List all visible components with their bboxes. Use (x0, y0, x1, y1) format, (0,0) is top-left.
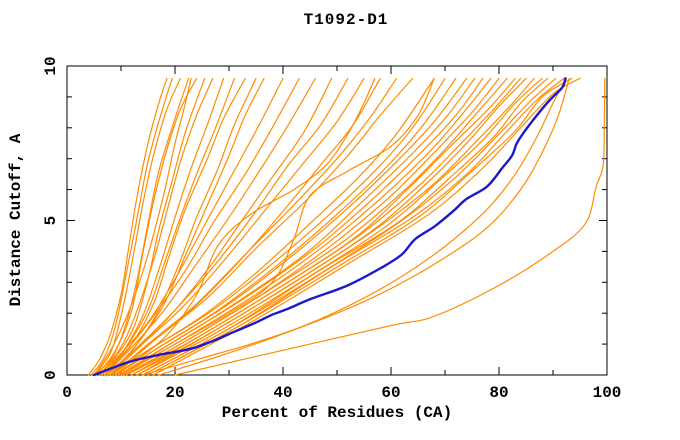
model-curve (136, 77, 543, 376)
model-curve (88, 77, 168, 376)
x-tick-label: 60 (381, 384, 400, 402)
model-curve (158, 77, 570, 376)
model-curve (125, 77, 516, 376)
model-curve (115, 77, 468, 376)
model-curve (109, 77, 446, 376)
x-tick-label: 100 (593, 384, 622, 402)
model-curve (104, 77, 316, 376)
model-curve (98, 77, 214, 376)
model-curve (90, 77, 173, 376)
x-tick-label: 80 (489, 384, 508, 402)
model-curve (104, 77, 235, 376)
y-tick-label: 0 (42, 370, 60, 380)
model-curve (109, 77, 265, 376)
highlight-curve (92, 77, 567, 377)
model-curve (174, 77, 606, 376)
model-curve (142, 77, 557, 376)
model-curve (98, 77, 206, 376)
model-curve (115, 77, 376, 376)
x-tick-label: 20 (165, 384, 184, 402)
model-curve (142, 77, 568, 376)
model-curve (93, 77, 181, 376)
model-curve (152, 77, 581, 376)
model-curve (112, 77, 397, 376)
model-curve (106, 77, 349, 376)
model-curve (96, 77, 198, 376)
model-curve (120, 77, 484, 376)
model-curve (98, 77, 284, 376)
chart-title: T1092-D1 (303, 11, 389, 29)
y-tick-label: 10 (42, 56, 60, 75)
model-curve (125, 77, 508, 376)
x-tick-label: 40 (273, 384, 292, 402)
x-axis-title: Percent of Residues (CA) (221, 404, 453, 422)
model-curve (136, 77, 535, 376)
model-curve (120, 77, 435, 376)
model-curve (101, 77, 300, 376)
x-tick-label: 0 (62, 384, 72, 402)
model-curve (93, 77, 192, 376)
model-curve (115, 77, 414, 376)
model-curve (147, 77, 573, 376)
y-tick-label: 5 (42, 216, 60, 226)
model-curve (109, 77, 365, 376)
model-curve (131, 77, 522, 376)
